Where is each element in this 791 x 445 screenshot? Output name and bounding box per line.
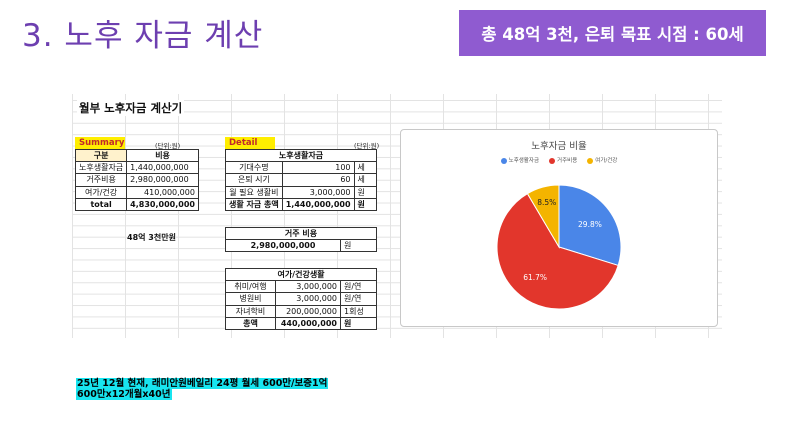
leisure-total-value: 440,000,000 [275, 316, 341, 330]
summary-table: 구분 비용 노후생활자금 1,440,000,000 거주비용 2,980,00… [74, 148, 199, 211]
table-row: 병원비 3,000,000 원/연 [225, 292, 377, 306]
summary-tag: Summary [75, 137, 125, 149]
leisure-row-value: 3,000,000 [275, 280, 341, 294]
leisure-row-value: 200,000,000 [275, 304, 341, 318]
housing-cost-table: 거주 비용 2,980,000,000 원 [225, 226, 377, 253]
chart-legend: 노후생활자금 거주비용 여가/건강 [401, 156, 717, 164]
leisure-row-label: 자녀학비 [225, 304, 276, 318]
slide-title: 3. 노후 자금 계산 [22, 18, 264, 54]
summary-row-label: 여가/건강 [74, 185, 128, 199]
table-row: 총액 440,000,000 원 [225, 316, 377, 330]
table-row: 월 필요 생활비 3,000,000 원 [225, 185, 378, 199]
footnote: 25년 12월 현재, 래미안원베일리 24평 월세 600만/보증1억 600… [76, 378, 329, 400]
living-total-unit: 원 [353, 197, 378, 211]
housing-cost-header: 거주 비용 [225, 226, 377, 241]
pie-slice-1 [496, 192, 619, 310]
living-total-label: 생활 자금 총액 [225, 197, 283, 211]
chart-title: 노후자금 비율 [531, 141, 587, 152]
footnote-line-1: 25년 12월 현재, 래미안원베일리 24평 월세 600만/보증1억 [76, 378, 329, 389]
summary-row-value: 2,980,000,000 [126, 173, 199, 187]
sheet-title: 월부 노후자금 계산기 [77, 100, 185, 116]
legend-item: 여가/건강 [587, 156, 617, 164]
living-total-value: 1,440,000,000 [281, 197, 355, 211]
living-row-value: 100 [281, 161, 355, 175]
pie-chart-panel: 노후자금 비율 노후생활자금 거주비용 여가/건강 29.8% 61.7% 8.5% [400, 129, 718, 327]
living-row-unit: 세 [353, 173, 378, 187]
table-row: 기대수명 100 세 [225, 161, 378, 175]
pie-slice-label-1: 61.7% [523, 273, 547, 282]
leisure-health-header: 여가/건강생활 [225, 267, 377, 282]
leisure-row-label: 병원비 [225, 292, 276, 306]
leisure-row-unit: 1회성 [340, 304, 377, 318]
living-cost-header: 노후생활자금 [225, 148, 377, 163]
living-row-label: 월 필요 생활비 [225, 185, 283, 199]
legend-swatch [500, 157, 507, 164]
pie-chart: 29.8% 61.7% 8.5% [496, 184, 622, 310]
table-row: 취미/여행 3,000,000 원/연 [225, 280, 377, 294]
summary-unit: (단위:원) [155, 142, 181, 150]
spreadsheet-screenshot: 월부 노후자금 계산기 Summary (단위:원) 구분 비용 노후생활자금 … [72, 94, 722, 338]
summary-row-label: 거주비용 [74, 173, 128, 187]
living-row-value: 60 [281, 173, 355, 187]
living-row-unit: 세 [353, 161, 378, 175]
leisure-total-label: 총액 [225, 316, 276, 330]
summary-row-label: 노후생활자금 [74, 161, 128, 175]
legend-item: 거주비용 [549, 156, 577, 164]
table-row: 2,980,000,000 원 [225, 239, 377, 253]
summary-row-value: 1,440,000,000 [126, 161, 199, 175]
summary-note: 48억 3천만원 [127, 232, 176, 243]
legend-item: 노후생활자금 [500, 156, 540, 164]
leisure-total-unit: 원 [340, 316, 377, 330]
leisure-row-unit: 원/연 [340, 292, 377, 306]
summary-header-category: 구분 [74, 148, 128, 163]
summary-total-label: total [74, 197, 128, 211]
summary-banner: 총 48억 3천, 은퇴 목표 시점 : 60세 [459, 10, 766, 56]
table-row: 거주비용 2,980,000,000 [74, 173, 199, 187]
living-row-unit: 원 [353, 185, 378, 199]
detail-unit: (단위:원) [354, 142, 380, 150]
legend-label: 노후생활자금 [508, 158, 540, 164]
summary-header-cost: 비용 [126, 148, 199, 163]
leisure-row-unit: 원/연 [340, 280, 377, 294]
living-row-label: 기대수명 [225, 161, 283, 175]
table-row: total 4,830,000,000 [74, 197, 199, 211]
table-row: 은퇴 시기 60 세 [225, 173, 378, 187]
pie-slice-2 [526, 184, 560, 249]
living-row-value: 3,000,000 [281, 185, 355, 199]
legend-label: 거주비용 [557, 158, 578, 164]
housing-cost-unit: 원 [340, 239, 377, 253]
legend-swatch [587, 157, 594, 164]
leisure-row-label: 취미/여행 [225, 280, 276, 294]
table-row: 노후생활자금 1,440,000,000 [74, 161, 199, 175]
summary-row-value: 410,000,000 [126, 185, 199, 199]
leisure-health-table: 여가/건강생활 취미/여행 3,000,000 원/연 병원비 3,000,00… [225, 267, 377, 330]
pie-slice-label-0: 29.8% [578, 220, 602, 229]
detail-tag: Detail [225, 137, 275, 149]
table-row: 생활 자금 총액 1,440,000,000 원 [225, 197, 378, 211]
housing-cost-value: 2,980,000,000 [225, 239, 341, 253]
summary-total-value: 4,830,000,000 [126, 197, 199, 211]
pie-slice-0 [558, 184, 622, 267]
table-row: 여가/건강 410,000,000 [74, 185, 199, 199]
living-cost-table: 노후생활자금 기대수명 100 세 은퇴 시기 60 세 월 필요 생활비 3,… [225, 148, 378, 211]
leisure-row-value: 3,000,000 [275, 292, 341, 306]
living-row-label: 은퇴 시기 [225, 173, 283, 187]
legend-label: 여가/건강 [595, 158, 618, 164]
pie-slice-label-2: 8.5% [537, 198, 556, 207]
footnote-line-2: 600만x12개월x40년 [76, 389, 172, 400]
legend-swatch [549, 157, 556, 164]
table-row: 자녀학비 200,000,000 1회성 [225, 304, 377, 318]
